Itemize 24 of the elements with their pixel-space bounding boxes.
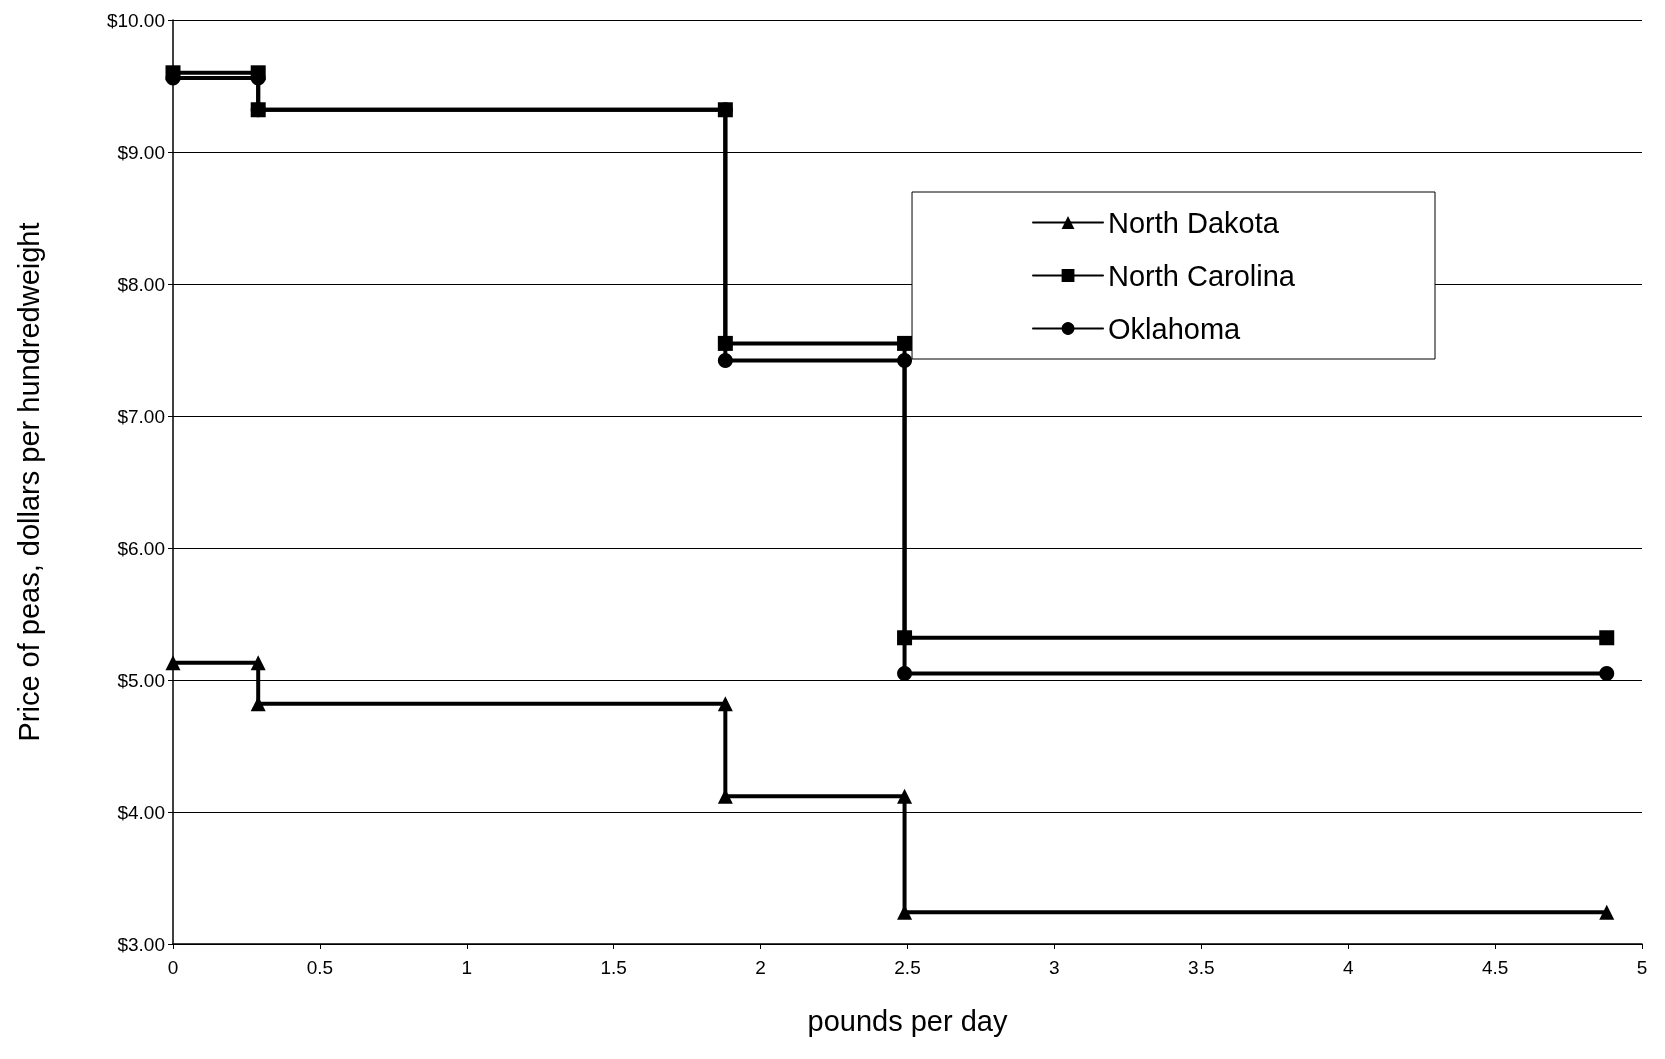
y-tick-label: $9.00 xyxy=(117,141,165,163)
y-tick-label: $10.00 xyxy=(106,9,165,31)
y-tick-label: $5.00 xyxy=(117,669,165,691)
legend-label: North Dakota xyxy=(1108,206,1280,239)
x-tick-label: 4.5 xyxy=(1481,957,1509,978)
y-tick-label: $6.00 xyxy=(117,537,165,559)
x-tick-label: 4 xyxy=(1342,957,1354,978)
x-tick-label: 3 xyxy=(1049,957,1060,978)
x-tick-label: 1.5 xyxy=(600,957,627,978)
y-tick-label: $4.00 xyxy=(117,801,165,823)
y-axis-title: Price of peas, dollars per hundredweight xyxy=(12,222,45,742)
y-tick-label: $7.00 xyxy=(117,405,165,427)
y-tick-label: $3.00 xyxy=(117,933,165,955)
x-tick-label: 1 xyxy=(461,957,473,978)
legend-label: North Carolina xyxy=(1108,259,1296,292)
y-tick-label: $8.00 xyxy=(117,273,165,295)
x-tick-label: 0.5 xyxy=(306,957,334,978)
x-tick-label: 2 xyxy=(755,957,766,978)
x-tick-label: 2.5 xyxy=(894,957,921,978)
x-axis-title: pounds per day xyxy=(807,1004,1008,1037)
legend-label: Oklahoma xyxy=(1108,312,1242,345)
x-tick-label: 3.5 xyxy=(1188,957,1215,978)
x-tick-label: 0 xyxy=(167,957,179,978)
x-tick-label: 5 xyxy=(1636,957,1648,978)
